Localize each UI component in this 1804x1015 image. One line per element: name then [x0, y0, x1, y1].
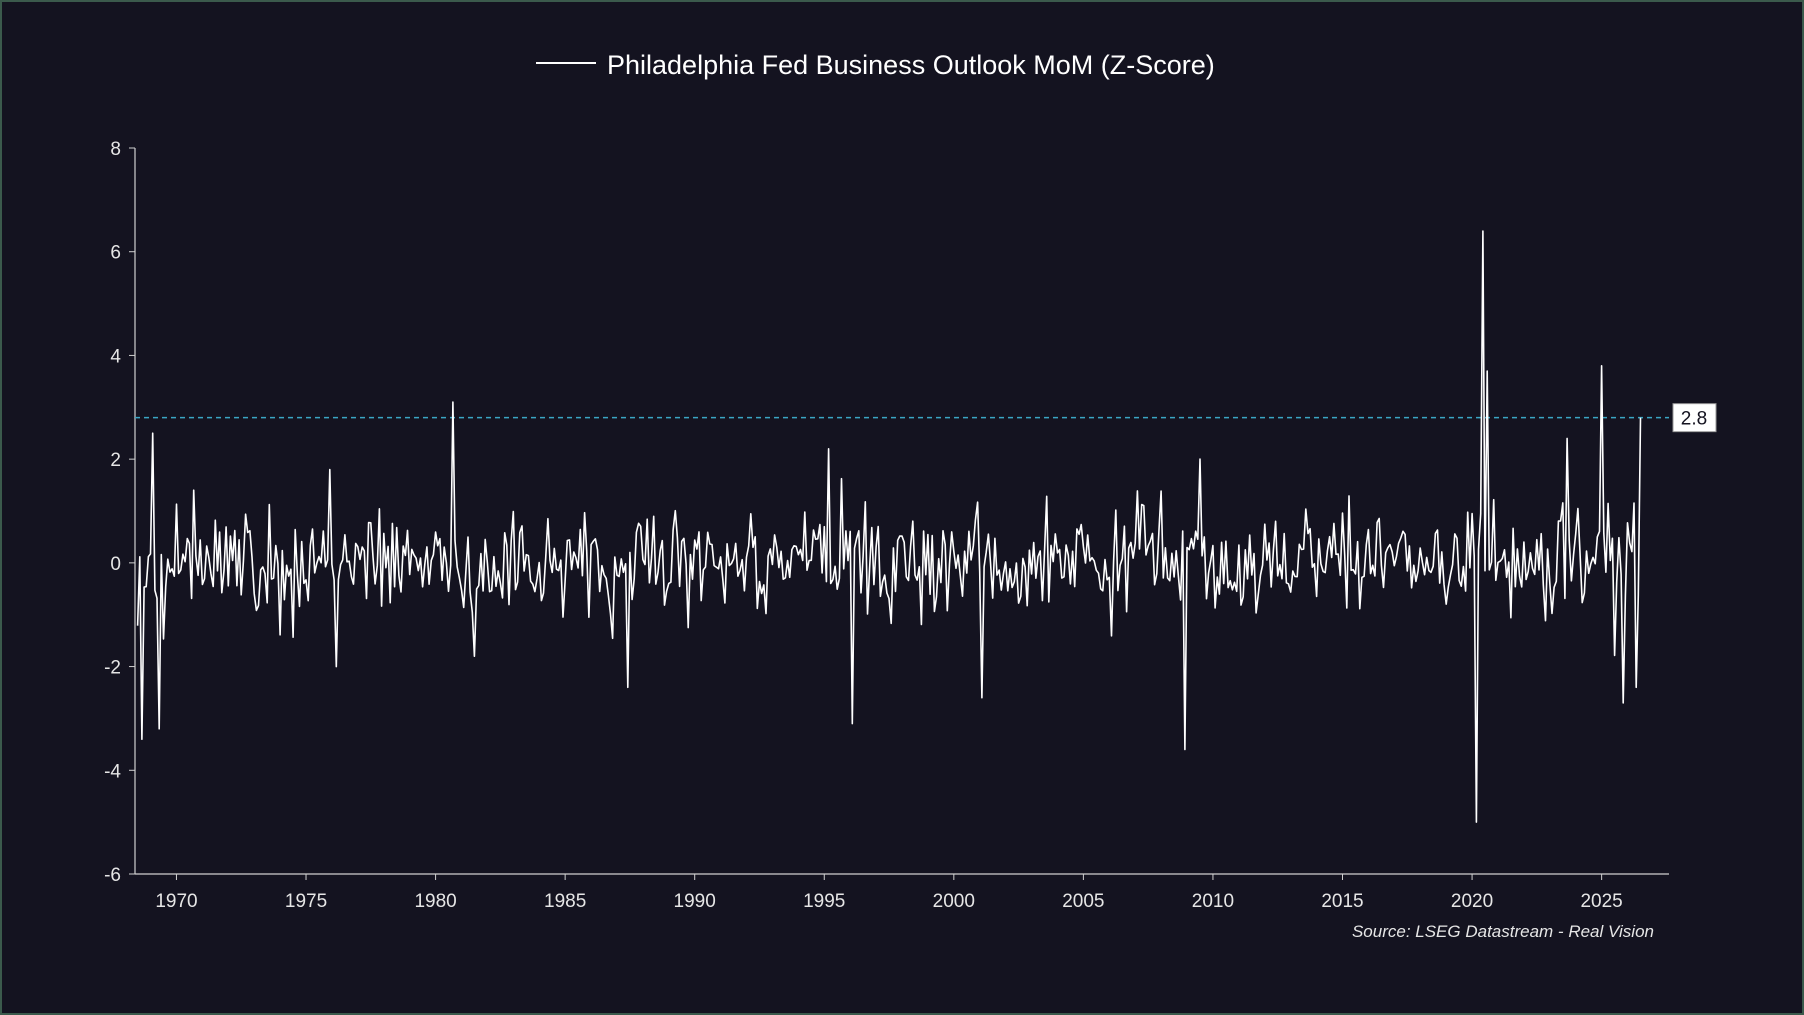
legend-label: Philadelphia Fed Business Outlook MoM (Z…: [607, 50, 1215, 80]
series-group: [136, 230, 1642, 823]
series-line: [136, 230, 1642, 823]
x-tick-label: 2020: [1451, 891, 1493, 912]
y-tick-label: -6: [104, 865, 121, 886]
y-tick-label: 0: [110, 554, 121, 575]
reference-label: 2.8: [1681, 409, 1707, 430]
source-note: Source: LSEG Datastream - Real Vision: [1352, 922, 1654, 941]
x-tick-label: 2005: [1062, 891, 1104, 912]
reference-label-box: [1672, 403, 1717, 433]
x-tick-label: 1995: [803, 891, 845, 912]
x-tick-label: 1970: [155, 891, 197, 912]
x-tick-label: 1975: [285, 891, 327, 912]
axes: -6 -4 -2 0 2 4 6 8 1970 1975 1980 1985 1990 1995 2000 2…: [104, 139, 1669, 912]
x-tick-label: 1985: [544, 891, 586, 912]
y-tick-label: 2: [110, 450, 121, 471]
x-tick-label: 1990: [674, 891, 716, 912]
x-tick-label: 2000: [933, 891, 975, 912]
y-tick-label: -2: [104, 658, 121, 679]
y-tick-label: 8: [110, 139, 121, 160]
x-tick-label: 2010: [1192, 891, 1234, 912]
y-tick-label: 4: [110, 346, 121, 367]
legend: Philadelphia Fed Business Outlook MoM (Z…: [536, 50, 1215, 80]
reference-line-group: 2.8: [135, 403, 1717, 433]
x-tick-label: 1980: [414, 891, 456, 912]
y-tick-label: -4: [104, 761, 121, 782]
x-tick-label: 2015: [1321, 891, 1363, 912]
y-tick-label: 6: [110, 243, 121, 264]
x-tick-label: 2025: [1580, 891, 1622, 912]
